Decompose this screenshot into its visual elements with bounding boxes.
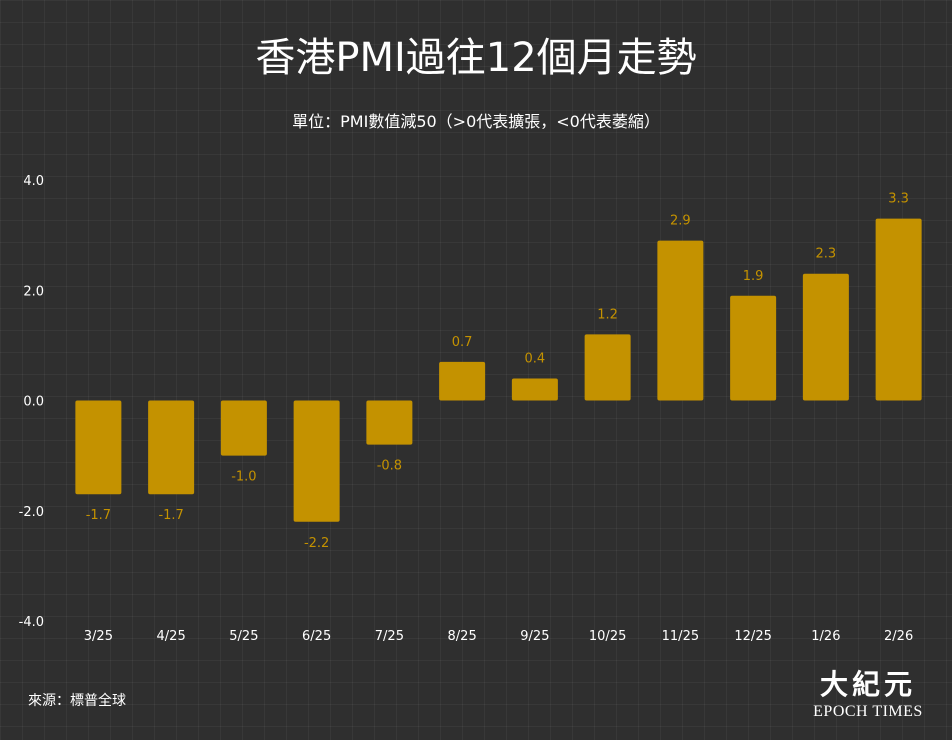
x-tick-label: 5/25 [229,629,258,644]
x-tick-label: 9/25 [520,629,549,644]
y-tick-label: -4.0 [19,615,44,630]
bar-value-label: -1.7 [158,508,183,523]
bar [75,400,122,495]
bar-value-label: -0.8 [377,459,402,474]
bar [148,400,195,495]
x-tick-label: 8/25 [448,629,477,644]
bar [584,334,631,401]
bar-value-label: 0.4 [525,351,546,366]
bar [802,273,849,401]
bar-value-label: 0.7 [452,335,473,350]
bar [293,400,340,522]
bar [366,400,413,445]
x-tick-label: 6/25 [302,629,331,644]
y-tick-label: 0.0 [23,395,44,410]
value-labels: -1.7 -1.7 -1.0 -2.2 -0.8 0.7 0.4 1.2 2.9 1.9 2.3 3.… [86,192,909,551]
x-axis: 3/25 4/25 5/25 6/25 7/25 8/25 9/25 10/25 11/25 12… [84,629,913,644]
y-tick-label: -2.0 [19,505,44,520]
bar [875,218,922,401]
bar-value-label: 1.2 [597,307,618,322]
bar-value-label: -1.0 [231,470,256,485]
bar-value-label: -2.2 [304,536,329,551]
logo-english: EPOCH TIMES [813,703,923,720]
bar-value-label: 2.3 [816,247,837,262]
x-tick-label: 3/25 [84,629,113,644]
bars [75,218,922,522]
x-tick-label: 11/25 [662,629,699,644]
bar [657,240,704,401]
x-tick-label: 4/25 [157,629,186,644]
epoch-times-logo: 大紀元 EPOCH TIMES [806,668,930,728]
x-tick-label: 12/25 [734,629,771,644]
bar-value-label: 1.9 [743,269,764,284]
bar-value-label: -1.7 [86,508,111,523]
bar [220,400,267,456]
y-tick-label: 2.0 [23,284,44,299]
source-note: 來源：標普全球 [28,693,126,709]
y-tick-label: 4.0 [23,174,44,189]
bar-value-label: 3.3 [888,192,909,207]
bar [511,378,558,401]
x-tick-label: 1/26 [811,629,840,644]
x-tick-label: 2/26 [884,629,913,644]
chart-subtitle: 單位：PMI數值減50（>0代表擴張，<0代表萎縮） [292,112,660,131]
x-tick-label: 10/25 [589,629,626,644]
bar [730,295,777,401]
logo-chinese: 大紀元 [819,668,916,701]
bar [439,361,486,401]
x-tick-label: 7/25 [375,629,404,644]
bar-value-label: 2.9 [670,214,691,229]
y-axis: 4.0 2.0 0.0 -2.0 -4.0 [19,174,44,630]
chart-title: 香港PMI過往12個月走勢 [255,35,697,81]
